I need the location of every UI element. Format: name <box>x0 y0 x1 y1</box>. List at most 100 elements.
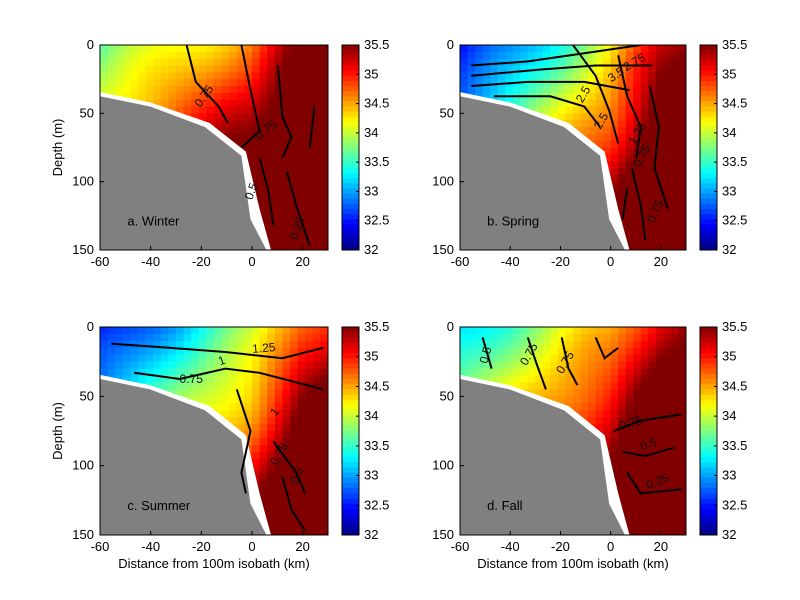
panel-label: c. Summer <box>127 498 191 513</box>
contour-line <box>526 337 547 390</box>
contour-line <box>272 440 307 494</box>
y-tick-label: 150 <box>72 527 94 542</box>
x-tick-label: -20 <box>551 539 570 554</box>
colorbar-tick-label: 34.5 <box>722 96 747 111</box>
panel-4: 0.5 0.75 0.750.750.50.25 -60 -40 -20 0 20 0 50 100… <box>432 319 747 571</box>
colorbar-tick-label: 35 <box>722 349 736 364</box>
x-tick-label: -60 <box>91 254 110 269</box>
salinity-field: 2.753.52.52.50.750.751.25 <box>460 45 686 250</box>
colorbar-tick-label: 33.5 <box>364 438 389 453</box>
colorbar-tick-label: 34 <box>722 125 736 140</box>
contour-line <box>594 337 619 360</box>
x-tick-label: -20 <box>192 539 211 554</box>
contour-line <box>621 188 629 220</box>
bathymetry <box>460 96 625 250</box>
y-tick-label: 50 <box>440 388 454 403</box>
y-tick-label: 150 <box>432 242 454 257</box>
plot-frame <box>459 326 687 536</box>
colorbar-tick-label: 35 <box>364 349 378 364</box>
contour-line <box>185 45 229 124</box>
bathymetry <box>100 96 267 250</box>
contour-label: 0.5 <box>477 345 495 365</box>
plot-frame <box>459 44 687 251</box>
contour-line <box>276 65 293 159</box>
x-tick-label: -40 <box>141 254 160 269</box>
x-tick-label: 0 <box>248 539 255 554</box>
contour-line <box>622 446 675 458</box>
contour-line <box>240 45 261 149</box>
x-tick-label: -60 <box>451 539 470 554</box>
colorbar-tick-label: 34.5 <box>364 378 389 393</box>
contour-line <box>626 472 682 495</box>
contour-line <box>471 80 630 92</box>
y-tick-label: 100 <box>72 174 94 189</box>
contour-line <box>281 476 307 532</box>
y-tick-label: 0 <box>87 37 94 52</box>
colorbar-tick-label: 32.5 <box>722 213 747 228</box>
colorbar-tick-label: 33 <box>722 183 736 198</box>
y-axis-label: Depth (m) <box>50 402 65 460</box>
contour-label: 0.5 <box>242 181 261 202</box>
colorbar-tick-label: 33 <box>364 183 378 198</box>
colorbar-tick-label: 35.5 <box>722 319 747 334</box>
y-tick-label: 0 <box>447 319 454 334</box>
plot-frame <box>99 326 329 536</box>
colorbar-tick-label: 34 <box>364 125 378 140</box>
colorbar-tick-label: 33.5 <box>364 154 389 169</box>
colorbar-tick-label: 35 <box>364 66 378 81</box>
colorbar-tick-label: 34 <box>722 408 736 423</box>
colorbar-tick-label: 34.5 <box>722 378 747 393</box>
colorbar-tick-label: 32.5 <box>722 497 747 512</box>
x-tick-label: 20 <box>295 539 309 554</box>
x-axis-label: Distance from 100m isobath (km) <box>118 556 309 571</box>
contour-line <box>235 389 252 494</box>
colorbar-tick-label: 32 <box>364 242 378 257</box>
y-tick-label: 100 <box>432 458 454 473</box>
x-tick-label: -60 <box>451 254 470 269</box>
colorbar-tick-label: 33 <box>722 468 736 483</box>
x-tick-label: -60 <box>91 539 110 554</box>
x-tick-label: 0 <box>607 539 614 554</box>
colorbar: 35.5 35 34.5 34 33.5 33 32.5 32 <box>699 319 747 542</box>
x-axis-label: Distance from 100m isobath (km) <box>477 556 668 571</box>
contour-line <box>481 337 493 369</box>
x-tick-label: -20 <box>551 254 570 269</box>
colorbar-tick-label: 34 <box>364 408 378 423</box>
y-axis-label: Depth (m) <box>50 119 65 177</box>
panel-label: a. Winter <box>127 213 180 228</box>
x-tick-label: 20 <box>295 254 309 269</box>
colorbar: 35.5 35 34.5 34 33.5 33 32.5 32 <box>341 319 389 542</box>
bathymetry <box>460 379 625 535</box>
colorbar-tick-label: 32.5 <box>364 497 389 512</box>
panel-label: b. Spring <box>487 213 539 228</box>
colorbar-tick-label: 32.5 <box>364 213 389 228</box>
contour-line <box>630 167 647 240</box>
colorbar: 35.5 35 34.5 34 33.5 33 32.5 32 <box>341 37 389 257</box>
plot-frame <box>99 44 329 251</box>
contour-label: 0.5 <box>287 464 307 485</box>
y-tick-label: 150 <box>432 527 454 542</box>
colorbar-tick-label: 35.5 <box>722 37 747 52</box>
contour-line <box>258 157 275 226</box>
colorbar-tick-label: 33.5 <box>722 154 747 169</box>
contour-label: 1.25 <box>252 340 277 356</box>
contour-line <box>493 95 601 128</box>
contour-label: 0.5 <box>638 434 659 453</box>
bathymetry <box>100 379 267 535</box>
colorbar-tick-label: 35.5 <box>364 319 389 334</box>
colorbar-tick-label: 32 <box>722 242 736 257</box>
colorbar-tick-label: 33.5 <box>722 438 747 453</box>
contour-line <box>471 64 653 77</box>
contour-label: 1 <box>216 353 227 369</box>
contour-line <box>471 45 641 67</box>
x-tick-label: -40 <box>501 254 520 269</box>
y-tick-label: 50 <box>80 388 94 403</box>
contour-line <box>286 171 311 247</box>
contour-line <box>617 55 642 158</box>
colorbar-tick-label: 34.5 <box>364 96 389 111</box>
contour-label: 0.75 <box>180 372 204 386</box>
y-tick-label: 0 <box>87 319 94 334</box>
